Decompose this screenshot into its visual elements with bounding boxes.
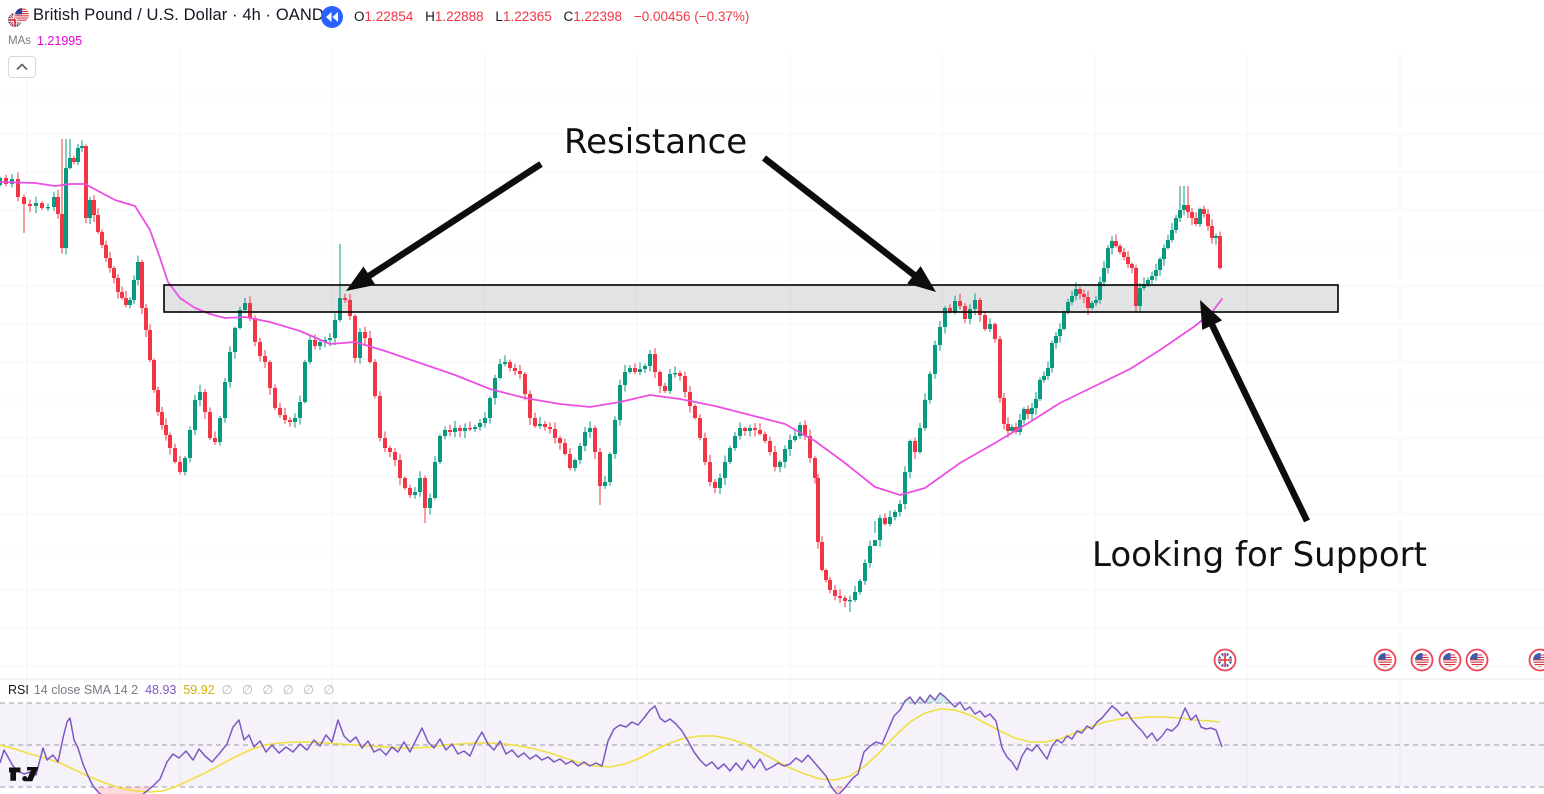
arrow-annotation-3[interactable] bbox=[1200, 300, 1310, 523]
rsi-value: 48.93 bbox=[145, 683, 177, 697]
rsi-oversold-fill bbox=[93, 787, 152, 794]
economic-event-uk-flag-icon[interactable] bbox=[1213, 648, 1237, 672]
ohlc-high-value: 1.22888 bbox=[434, 9, 484, 24]
ma-line bbox=[0, 181, 1223, 496]
ohlc-open-label: O bbox=[354, 9, 365, 24]
tradingview-logo[interactable] bbox=[9, 767, 41, 783]
economic-event-us-flag-icon[interactable] bbox=[1438, 648, 1462, 672]
support-annotation-text[interactable]: Looking for Support bbox=[1092, 535, 1427, 575]
rsi-overbought-fill bbox=[925, 693, 951, 703]
gbpusd-pair-flag-icon bbox=[7, 7, 30, 28]
mas-legend-label[interactable]: MAs bbox=[8, 35, 31, 47]
ohlc-close-label: C bbox=[563, 9, 574, 24]
resistance-annotation-text[interactable]: Resistance bbox=[564, 122, 748, 162]
arrow-annotation-2[interactable] bbox=[762, 155, 936, 292]
collapse-legend-button[interactable] bbox=[8, 56, 36, 78]
ohlc-high-label: H bbox=[425, 9, 435, 24]
rsi-overbought-fill bbox=[915, 697, 925, 703]
chart-header: British Pound / U.S. Dollar · 4h · OANDA… bbox=[0, 0, 1544, 34]
economic-event-us-flag-icon[interactable] bbox=[1373, 648, 1397, 672]
rsi-empty-values: ∅ ∅ ∅ ∅ ∅ ∅ bbox=[221, 683, 338, 697]
fast-rewind-icon bbox=[326, 12, 338, 22]
rsi-sma-line bbox=[0, 708, 1221, 793]
chevron-up-icon bbox=[16, 63, 28, 70]
rsi-band-fill bbox=[0, 703, 1544, 787]
ohlc-low-label: L bbox=[495, 9, 503, 24]
candlestick-series bbox=[0, 139, 1222, 612]
rsi-oversold-fill bbox=[831, 787, 846, 794]
ohlc-change-value: −0.00456 (−0.37%) bbox=[633, 9, 750, 24]
rsi-params: 14 close SMA 14 2 bbox=[33, 683, 139, 697]
ohlc-legend: O1.22854 H1.22888 L1.22365 C1.22398 −0.0… bbox=[354, 9, 749, 24]
resistance-zone-fill[interactable] bbox=[164, 285, 1338, 312]
rsi-sma-value: 59.92 bbox=[183, 683, 215, 697]
symbol-title[interactable]: British Pound / U.S. Dollar · 4h · OANDA bbox=[33, 6, 336, 24]
economic-event-us-flag-icon[interactable] bbox=[1465, 648, 1489, 672]
rsi-overbought-fill bbox=[903, 697, 915, 703]
rewind-button[interactable] bbox=[321, 6, 343, 28]
rsi-title[interactable]: RSI bbox=[8, 683, 29, 697]
mas-legend-value: 1.21995 bbox=[37, 34, 83, 48]
rsi-indicator-legend[interactable]: RSI 14 close SMA 14 2 48.93 59.92 ∅ ∅ ∅ ∅ ∅ … bbox=[8, 682, 337, 697]
arrow-annotation-1[interactable] bbox=[346, 161, 543, 291]
ohlc-close-value: 1.22398 bbox=[573, 9, 623, 24]
economic-event-us-flag-icon[interactable] bbox=[1410, 648, 1434, 672]
resistance-zone-border[interactable] bbox=[163, 284, 1339, 313]
ohlc-open-value: 1.22854 bbox=[364, 9, 414, 24]
ohlc-low-value: 1.22365 bbox=[502, 9, 552, 24]
economic-event-us-flag-icon[interactable] bbox=[1528, 648, 1544, 672]
rsi-line bbox=[0, 692, 1223, 794]
